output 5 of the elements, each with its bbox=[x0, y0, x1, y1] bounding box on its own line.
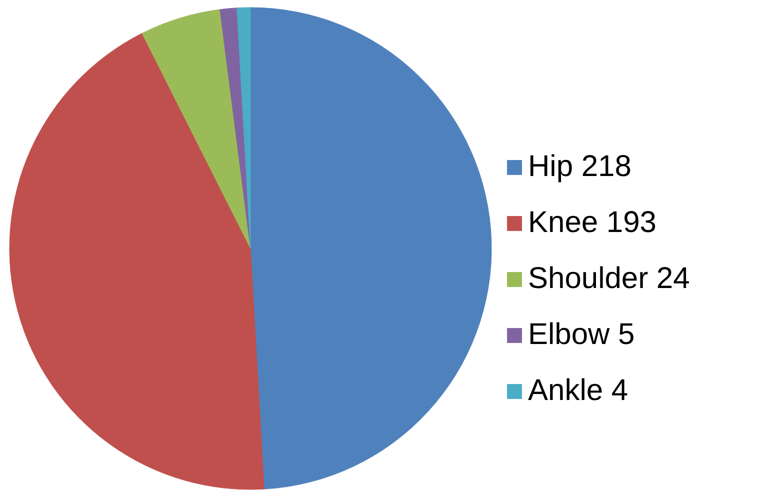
legend-label: Knee 193 bbox=[528, 206, 656, 240]
legend-label: Hip 218 bbox=[528, 150, 632, 184]
legend-label: Ankle 4 bbox=[528, 374, 628, 408]
legend-label: Elbow 5 bbox=[528, 318, 635, 352]
legend-label: Shoulder 24 bbox=[528, 262, 690, 296]
